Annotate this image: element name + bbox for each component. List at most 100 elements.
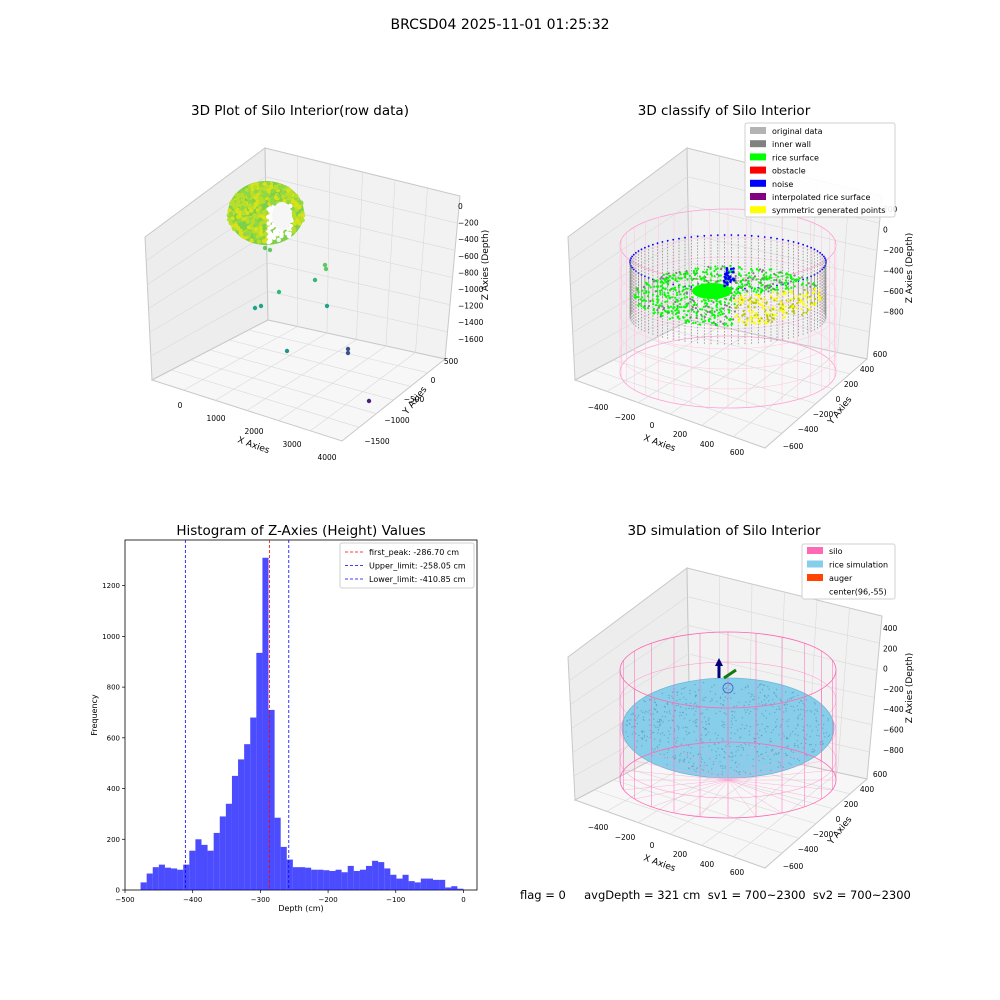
x-tick-label: 200 [673,430,688,439]
z-tick-label: −800 [458,268,479,277]
z-tick-label: 0 [458,202,463,211]
simulation-tick-labels: −400−20002004006006004002000−200−400−600… [588,624,904,877]
x-tick-label: −100 [386,896,405,904]
noise-point [725,271,729,274]
y-tick-label: 400 [107,785,120,793]
x-tick-label: 600 [730,868,745,877]
outlier-point [262,245,268,251]
legend-label: rice simulation [829,561,888,570]
y-tick-label: 400 [860,785,875,794]
histogram-bar [152,867,159,890]
x-tick-label: 0 [178,401,183,410]
legend-swatch [750,153,766,161]
simulation-legend: silo rice simulation auger center(96,-55) [801,543,896,600]
status-line: flag = 0 avgDepth = 321 cm sv1 = 700~230… [520,888,911,902]
histogram-bar [298,867,306,890]
histogram-bar [177,869,184,890]
noise-point [723,272,727,276]
z-tick-label: 0 [883,665,888,674]
simulation-x-axis-label: X Axies [642,853,677,874]
classify-legend: original data inner wall rice surface obsta… [744,122,896,218]
simulation-3d-plot: −400−20002004006006004002000−200−400−600… [567,543,915,877]
legend-label: first_peak: -286.70 cm [369,548,459,557]
x-tick-label: 3000 [282,440,301,449]
silo-wireframe [619,631,837,819]
z-tick-label: −1200 [458,302,484,311]
histogram-legend: first_peak: -286.70 cm Upper_limit: -258.… [339,542,475,589]
z-tick-label: −400 [883,705,904,714]
legend-label: Upper_limit: -258.05 cm [369,562,466,571]
outlier-point [252,305,258,311]
noise-point [723,284,726,288]
noise-point [729,280,732,284]
z-tick-label: −400 [883,267,904,276]
noise-point [726,281,729,285]
legend-label: inner wall [772,140,811,149]
x-tick-label: 0 [650,421,655,430]
x-tick-label: 0 [461,896,465,904]
histogram-bar [433,879,440,890]
histogram-bar [140,882,147,890]
x-tick-label: 1000 [206,414,225,423]
simulation-z-axis-label: Z Axies (Depth) [905,653,915,724]
outlier-point [345,350,351,356]
noise-point [724,276,728,280]
histogram-bar [457,888,464,890]
legend-swatch [807,547,823,554]
noise-point [730,267,733,271]
y-tick-label: 1200 [102,582,120,590]
y-tick-label: −400 [798,845,819,854]
histogram-bar [292,867,299,890]
y-tick-label: 0 [431,376,436,385]
outlier-point [322,262,328,268]
histogram-bar [372,860,379,890]
histogram-bar [402,874,409,890]
histogram-bar [353,870,360,890]
y-tick-label: 200 [844,800,859,809]
histogram-bar [158,864,165,890]
legend-swatch [807,574,823,581]
y-tick-label: 600 [873,350,888,359]
y-tick-label: 1000 [102,633,120,641]
z-tick-label: −800 [883,308,904,317]
legend-swatch [750,193,766,200]
x-tick-label: −200 [615,833,636,842]
outlier-point [345,346,351,352]
histogram-bar [390,874,397,890]
y-tick-label: 600 [873,770,888,779]
outlier-point [366,398,372,404]
panel-title-raw: 3D Plot of Silo Interior(row data) [191,103,409,119]
y-tick-label: 200 [107,836,120,844]
x-tick-label: 4000 [317,453,336,462]
x-tick-label: 2000 [244,427,263,436]
histogram-bar [171,868,178,890]
histogram-bar [268,709,275,890]
legend-label: auger [829,574,853,583]
histogram-bar [262,557,269,890]
histogram-bar [359,869,366,890]
histogram-bar [146,873,153,890]
x-tick-label: −400 [183,896,202,904]
y-tick-label: −600 [783,862,804,871]
histogram-bar [414,882,421,890]
histogram-bar [384,868,391,890]
legend-label: obstacle [772,167,806,176]
legend-frame [801,543,896,600]
histogram-bar [195,839,202,890]
x-tick-label: −400 [588,403,609,412]
histogram-bar [347,865,354,890]
z-tick-label: −800 [883,746,904,755]
histogram-bar [286,859,293,890]
y-tick-label: −1000 [384,416,410,425]
histogram-bar [183,864,190,890]
histogram-bar [189,850,196,890]
raw-z-axis-label: Z Axies (Depth) [481,230,491,301]
legend-frame [744,122,896,218]
histogram-bar [439,879,446,890]
legend-label: rice surface [772,153,819,162]
outlier-point [312,277,318,283]
histogram-bar [219,816,226,890]
z-tick-label: −1600 [458,335,484,344]
x-tick-label: −300 [251,896,270,904]
z-tick-label: 200 [883,644,898,653]
